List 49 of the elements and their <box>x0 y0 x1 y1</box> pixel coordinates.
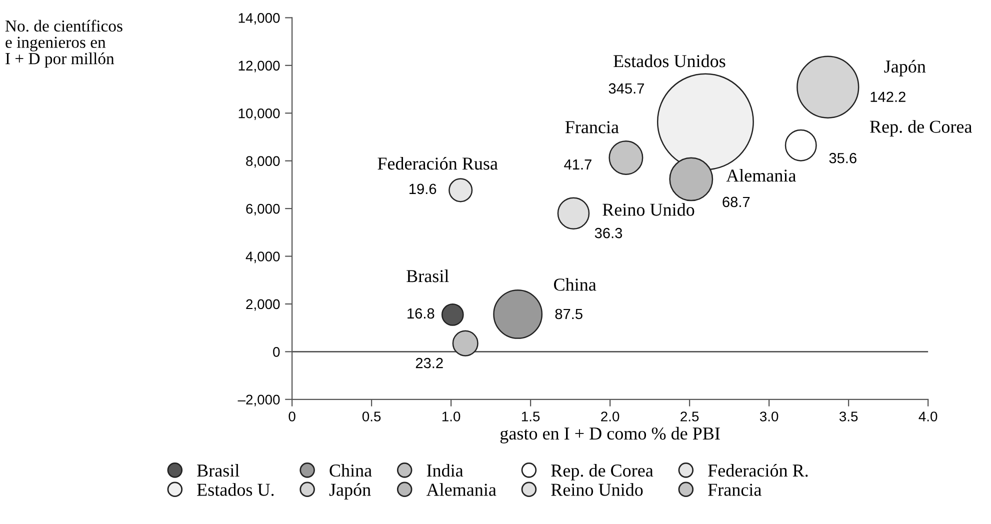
legend-label: Federación R. <box>708 464 808 477</box>
annotation: Japón <box>884 60 926 76</box>
annotation: Reino Unido <box>602 203 694 216</box>
x-axis-title: gasto en I + D como % de PBI <box>500 426 720 444</box>
legend-label: Rep. de Corea <box>551 464 654 480</box>
legend-label: India <box>426 464 464 477</box>
y-tick-label: 8,000 <box>246 156 280 168</box>
data-label: 345.7 <box>608 83 644 94</box>
annotation: Francia <box>565 121 619 134</box>
data-label: 87.5 <box>555 308 582 320</box>
annotation: Brasil <box>406 270 449 282</box>
x-tick-label: 4.0 <box>918 412 938 422</box>
legend-label: Francia <box>708 484 762 496</box>
annotation: China <box>554 278 596 291</box>
x-tick-label: 2.5 <box>680 412 699 422</box>
x-tick-label: 2.0 <box>601 412 620 422</box>
legend-label: China <box>330 464 372 477</box>
x-tick-label: 1.0 <box>442 412 460 422</box>
data-label: 23.2 <box>416 358 443 368</box>
data-label: 35.6 <box>829 152 856 164</box>
annotation: Rep. de Corea <box>870 120 972 137</box>
legend-label: Brasil <box>197 464 240 477</box>
legend-label: Japón <box>329 483 371 500</box>
data-label: 16.8 <box>408 308 434 319</box>
x-tick-label: 3.5 <box>839 412 858 422</box>
data-label: 68.7 <box>722 196 750 208</box>
x-tick-label: 0.5 <box>362 412 381 422</box>
data-label: 41.7 <box>564 159 592 170</box>
legend-label: Estados U. <box>197 483 274 496</box>
y-tick-label: 0 <box>273 347 280 357</box>
annotation: Federación Rusa <box>378 156 498 170</box>
y-tick-label: 10,000 <box>238 108 280 120</box>
x-tick-label: 0 <box>288 412 296 422</box>
y-tick-label: 4,000 <box>246 252 280 264</box>
data-label: 19.6 <box>410 184 436 194</box>
annotation: Estados Unidos <box>614 54 726 68</box>
y-tick-label: –2,000 <box>238 394 280 406</box>
y-tick-label: 2,000 <box>246 299 280 311</box>
y-tick-label: 6,000 <box>246 204 280 216</box>
text: No. de científicos e ingenieros en I + D por millón <box>5 20 122 68</box>
legend-label: Alemania <box>426 483 496 496</box>
x-tick-label: 1.5 <box>522 412 540 422</box>
y-tick-label: 12,000 <box>238 60 280 72</box>
data-label: 142.2 <box>870 92 906 102</box>
x-tick-label: 3.0 <box>760 412 778 422</box>
y-tick-label: 14,000 <box>238 13 280 25</box>
legend-label: Reino Unido <box>551 483 643 496</box>
annotation: Alemania <box>726 169 796 182</box>
data-label: 36.3 <box>594 228 622 238</box>
